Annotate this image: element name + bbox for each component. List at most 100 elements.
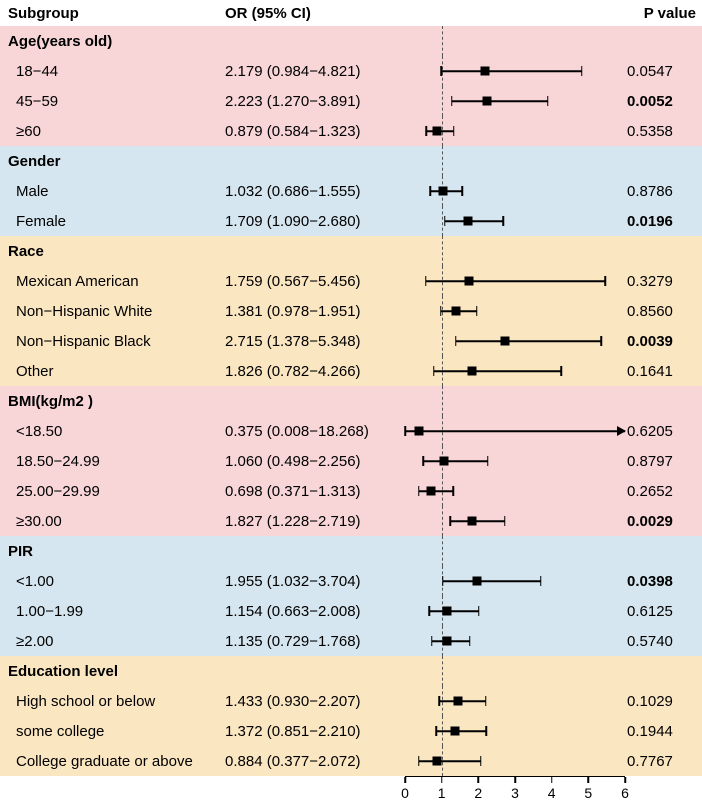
row-pvalue: 0.5358 — [625, 123, 702, 140]
ci-line — [419, 490, 454, 492]
row-plot — [405, 746, 625, 776]
row-label: Female — [0, 213, 225, 230]
axis-tick-label: 4 — [548, 785, 556, 801]
row-or-ci: 1.827 (1.228−2.719) — [225, 513, 405, 530]
data-row: Male1.032 (0.686−1.555)0.8786 — [0, 176, 702, 206]
row-pvalue: 0.6125 — [625, 603, 702, 620]
point-estimate — [500, 337, 509, 346]
ci-line — [419, 760, 481, 762]
data-row: College graduate or above0.884 (0.377−2.… — [0, 746, 702, 776]
data-row: ≥2.001.135 (0.729−1.768) 0.5740 — [0, 626, 702, 656]
ci-cap-high — [476, 306, 478, 316]
row-label: Non−Hispanic White — [0, 303, 225, 320]
row-or-ci: 1.135 (0.729−1.768) — [225, 633, 405, 650]
row-plot — [405, 716, 625, 746]
row-plot — [405, 176, 625, 206]
ci-line — [450, 520, 505, 522]
ci-line — [439, 700, 486, 702]
row-label: College graduate or above — [0, 753, 225, 770]
row-label: ≥2.00 — [0, 633, 225, 650]
data-row: some college1.372 (0.851−2.210)0.1944 — [0, 716, 702, 746]
data-row: High school or below1.433 (0.930−2.207)0… — [0, 686, 702, 716]
ci-cap-low — [423, 456, 425, 466]
group-header: BMI(kg/m2 ) — [0, 386, 702, 416]
data-row: Other1.826 (0.782−4.266)0.1641 — [0, 356, 702, 386]
data-row: 18.50−24.991.060 (0.498−2.256)0.8797 — [0, 446, 702, 476]
group-title: BMI(kg/m2 ) — [0, 393, 225, 410]
ci-cap-high — [561, 366, 563, 376]
row-label: High school or below — [0, 693, 225, 710]
point-estimate — [438, 187, 447, 196]
row-pvalue: 0.8797 — [625, 453, 702, 470]
row-pvalue: 0.0029 — [625, 513, 702, 530]
group-title: Gender — [0, 153, 225, 170]
row-plot — [405, 566, 625, 596]
row-pvalue: 0.6205 — [625, 423, 702, 440]
row-label: Male — [0, 183, 225, 200]
group-header: Education level — [0, 656, 702, 686]
ci-cap-high — [480, 756, 482, 766]
data-row: 1.00−1.991.154 (0.663−2.008)0.6125 — [0, 596, 702, 626]
row-plot — [405, 326, 625, 356]
row-plot — [405, 296, 625, 326]
point-estimate — [451, 307, 460, 316]
data-row: 25.00−29.990.698 (0.371−1.313)0.2652 — [0, 476, 702, 506]
row-or-ci: 0.698 (0.371−1.313) — [225, 483, 405, 500]
row-label: some college — [0, 723, 225, 740]
row-label: 18−44 — [0, 63, 225, 80]
row-label: ≥60 — [0, 123, 225, 140]
ci-cap-high — [604, 276, 606, 286]
point-estimate — [451, 727, 460, 736]
point-estimate — [426, 487, 435, 496]
ci-cap-low — [451, 96, 453, 106]
data-row: ≥30.001.827 (1.228−2.719) 0.0029 — [0, 506, 702, 536]
ci-cap-low — [429, 606, 431, 616]
ci-cap-low — [440, 306, 442, 316]
ci-cap-high — [504, 516, 506, 526]
ci-cap-low — [444, 216, 446, 226]
row-label: ≥30.00 — [0, 513, 225, 530]
row-pvalue: 0.0196 — [625, 213, 702, 230]
row-plot — [405, 266, 625, 296]
group-header: Race — [0, 236, 702, 266]
ci-cap-high — [485, 726, 487, 736]
row-pvalue: 0.1641 — [625, 363, 702, 380]
axis-tick — [441, 777, 443, 783]
point-estimate — [439, 457, 448, 466]
forest-plot: Subgroup OR (95% CI) P value Age(years o… — [0, 0, 702, 807]
row-or-ci: 2.223 (1.270−3.891) — [225, 93, 405, 110]
group-title: Age(years old) — [0, 33, 225, 50]
point-estimate — [433, 757, 442, 766]
ci-cap-low — [418, 756, 420, 766]
header-plot-spacer — [405, 0, 625, 26]
row-plot — [405, 686, 625, 716]
row-plot — [405, 626, 625, 656]
row-plot — [405, 116, 625, 146]
group-header: Gender — [0, 146, 702, 176]
ci-cap-low — [418, 486, 420, 496]
row-pvalue: 0.5740 — [625, 633, 702, 650]
axis-tick-label: 6 — [621, 785, 629, 801]
row-pvalue: 0.8786 — [625, 183, 702, 200]
ci-line — [441, 70, 582, 72]
axis-tick — [551, 777, 553, 783]
data-row: 45−592.223 (1.270−3.891)0.0052 — [0, 86, 702, 116]
axis-tick-label: 5 — [584, 785, 592, 801]
ci-line — [452, 100, 548, 102]
ci-cap-high — [453, 126, 455, 136]
axis-tick — [624, 777, 626, 783]
point-estimate — [482, 97, 491, 106]
row-label: 25.00−29.99 — [0, 483, 225, 500]
row-plot — [405, 356, 625, 386]
row-plot — [405, 56, 625, 86]
row-or-ci: 1.381 (0.978−1.951) — [225, 303, 405, 320]
ci-cap-low — [426, 126, 428, 136]
axis-tick-label: 2 — [474, 785, 482, 801]
row-or-ci: 1.955 (1.032−3.704) — [225, 573, 405, 590]
row-pvalue: 0.1944 — [625, 723, 702, 740]
data-row: Female1.709 (1.090−2.680)0.0196 — [0, 206, 702, 236]
point-estimate — [453, 697, 462, 706]
axis-tick-label: 0 — [401, 785, 409, 801]
ci-cap-high — [581, 66, 583, 76]
row-label: Mexican American — [0, 273, 225, 290]
